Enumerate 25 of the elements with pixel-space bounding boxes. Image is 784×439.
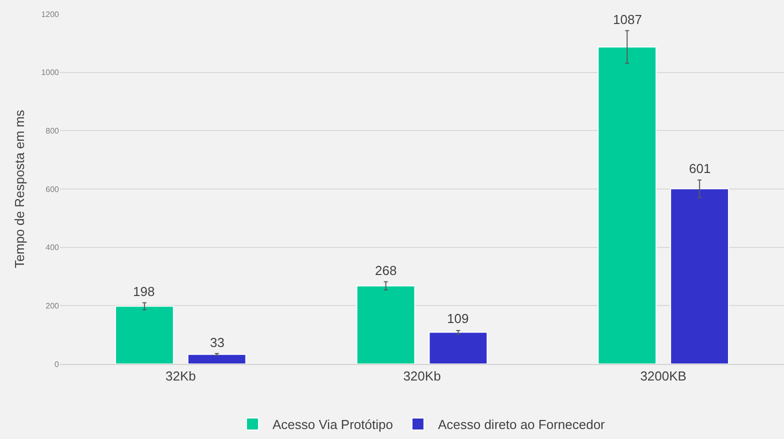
data-label: 33	[210, 335, 224, 350]
bar	[187, 354, 246, 364]
y-tick-label: 400	[46, 243, 60, 252]
y-tick-label: 800	[46, 126, 60, 136]
legend-label: Acesso Via Protótipo	[272, 417, 393, 432]
bar	[428, 332, 488, 364]
y-tick-label: 200	[46, 301, 60, 310]
bar	[670, 188, 729, 364]
data-label: 109	[447, 311, 469, 326]
x-tick-label: 3200KB	[640, 368, 686, 384]
bar	[356, 285, 416, 364]
y-tick-label: 1000	[41, 68, 60, 78]
y-tick-label: 1200	[41, 10, 60, 19]
bar	[598, 46, 657, 364]
data-label: 198	[133, 284, 155, 299]
y-axis-title: Tempo de Resposta em ms	[12, 109, 27, 268]
data-label: 1087	[613, 12, 642, 27]
x-tick-label: 32Kb	[165, 368, 196, 384]
bar	[115, 306, 174, 364]
data-label: 268	[375, 263, 397, 278]
y-tick-label: 0	[54, 360, 60, 369]
x-tick-label: 320Kb	[403, 368, 441, 384]
legend-label: Acesso direto ao Fornecedor	[438, 417, 606, 432]
data-label: 601	[689, 161, 711, 176]
y-tick-label: 600	[46, 184, 60, 194]
